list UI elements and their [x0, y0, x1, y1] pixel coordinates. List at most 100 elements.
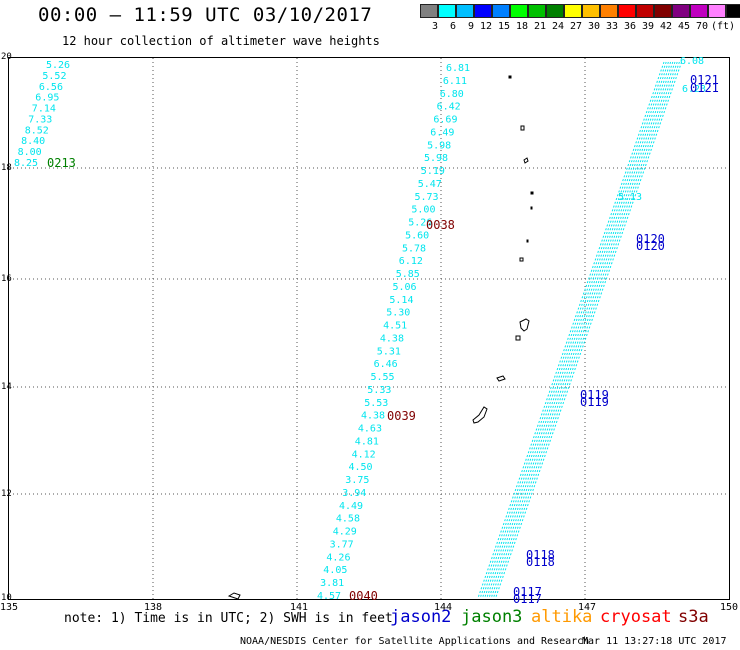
swh-value: 8.52	[25, 125, 49, 136]
legend-jason3: jason3	[461, 607, 523, 627]
legend-altika: altika	[531, 607, 593, 627]
swh-value: 7.33	[28, 114, 52, 125]
swh-value: 5.60	[405, 230, 429, 241]
track-label-jason2: 0118	[526, 555, 555, 569]
swh-value: 4.38	[380, 333, 404, 344]
track-line	[481, 61, 669, 599]
swh-value: 5.47	[418, 179, 442, 190]
swh-value: 5.19	[421, 166, 445, 177]
track-label-jason2: 0120	[636, 239, 665, 253]
footer-note: note: 1) Time is in UTC; 2) SWH is in fe…	[64, 611, 393, 626]
scale-swatch	[618, 4, 636, 18]
swh-value: 5.13	[618, 192, 642, 203]
scale-swatch	[600, 4, 618, 18]
swh-value: 6.80	[440, 89, 464, 100]
swh-value: 6.81	[446, 63, 470, 74]
swh-value: 5.30	[386, 308, 410, 319]
scale-label: 30	[587, 21, 600, 32]
swh-track-ribbon	[477, 61, 683, 599]
swh-value: 4.38	[361, 411, 385, 422]
swh-value: 5.06	[393, 282, 417, 293]
scale-label: 9	[467, 21, 474, 32]
track-label-s3a: 0038	[426, 218, 455, 232]
track-label-jason2: 0121	[690, 81, 719, 95]
swh-values-middle: 6.81 6.11 6.80 6.42 6.696.49 5.98 5.98 5.19 5.47…	[317, 63, 470, 602]
scale-swatch	[708, 4, 726, 18]
lon-label: 150	[720, 602, 739, 613]
swh-value: 5.85	[396, 269, 420, 280]
wave-height-scale-labels: 3 6 9 12 15 18 21 24 27 30 33 36 39 42 45 70 (ft)	[420, 21, 735, 32]
lat-label: 12	[1, 489, 12, 499]
track-label-jason2: 0117	[513, 585, 542, 599]
scale-label: 36	[623, 21, 636, 32]
swh-values-left: 5.265.526.566.957.147.338.528.408.008.25	[14, 60, 70, 169]
swh-value: 6.69	[433, 115, 457, 126]
swh-value: 5.98	[427, 140, 451, 151]
swh-value: 8.00	[18, 147, 42, 158]
swh-value: 4.58	[336, 514, 360, 525]
lat-label: 14	[1, 382, 12, 392]
scale-label: 27	[569, 21, 582, 32]
scale-swatch	[438, 4, 456, 18]
swh-value: 4.05	[323, 565, 347, 576]
track-line	[490, 61, 678, 599]
swh-values-right: 6.08 6.23 5.13	[618, 56, 706, 203]
track-line	[484, 61, 672, 599]
swh-value: 6.08	[680, 56, 704, 67]
wave-height-color-scale	[420, 4, 740, 18]
scale-label: 18	[515, 21, 528, 32]
legend-cryosat: cryosat	[600, 607, 672, 627]
lon-label: 141	[290, 602, 309, 613]
track-label-jason2: 0121	[690, 73, 719, 87]
swh-value: 5.31	[377, 346, 401, 357]
swh-value: 5.78	[402, 243, 426, 254]
scale-label: 70	[695, 21, 708, 32]
scale-label: 21	[533, 21, 546, 32]
swh-value: 4.50	[349, 462, 373, 473]
track-line	[486, 61, 674, 599]
swh-value: 3.75	[345, 475, 369, 486]
island-outlines	[227, 75, 534, 600]
track-line	[479, 61, 667, 599]
track-line	[488, 61, 676, 599]
track-label-jason2: 0119	[580, 388, 609, 402]
lat-label: 18	[1, 163, 12, 173]
scale-swatch	[474, 4, 492, 18]
swh-value: 3.81	[320, 578, 344, 589]
scale-swatch	[564, 4, 582, 18]
lat-label: 16	[1, 274, 12, 284]
lat-label: 10	[1, 593, 12, 603]
scale-swatch	[726, 4, 740, 18]
swh-value: 4.81	[355, 437, 379, 448]
lat-label: 20	[1, 52, 12, 62]
scale-label: 6	[449, 21, 456, 32]
swh-value: 6.49	[430, 127, 454, 138]
lon-label: 138	[144, 602, 163, 613]
swh-value: 6.56	[39, 82, 63, 93]
swh-value: 5.73	[415, 192, 439, 203]
swh-value: 4.12	[352, 449, 376, 460]
swh-value: 4.26	[326, 552, 350, 563]
swh-value: 5.52	[42, 71, 66, 82]
track-line	[495, 61, 683, 599]
credit-line: NOAA/NESDIS Center for Satellite Applica…	[240, 636, 590, 647]
graticule	[9, 58, 729, 599]
swh-value: 6.11	[443, 76, 467, 87]
scale-label: 3	[431, 21, 438, 32]
map-title: 00:00 – 11:59 UTC 03/10/2017	[38, 4, 373, 26]
swh-value: 4.49	[339, 501, 363, 512]
track-line	[477, 61, 665, 599]
map-frame	[8, 57, 730, 600]
scale-label: 33	[605, 21, 618, 32]
swh-value: 3.77	[330, 540, 354, 551]
swh-value: 5.98	[424, 153, 448, 164]
swh-value: 7.14	[32, 104, 56, 115]
scale-label: 42	[659, 21, 672, 32]
track-label-s3a: 0040	[349, 589, 378, 603]
scale-swatch	[636, 4, 654, 18]
lon-label: 135	[0, 602, 19, 613]
lon-label: 147	[578, 602, 597, 613]
scale-swatch	[654, 4, 672, 18]
swh-value: 4.63	[358, 424, 382, 435]
